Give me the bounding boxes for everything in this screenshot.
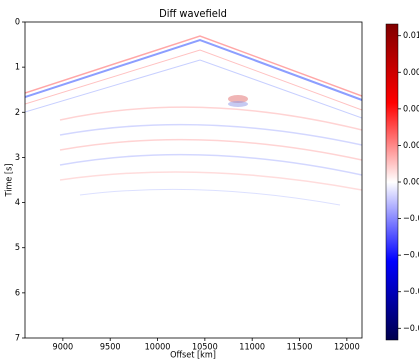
y-tick-label: 0: [15, 18, 20, 28]
x-tick-label: 10000: [145, 343, 171, 353]
y-tick-label: 2: [15, 108, 20, 118]
x-tick-label: 9000: [53, 343, 74, 353]
colorbar-tick-label: 0.0000: [403, 178, 419, 188]
colorbar-tick-label: −0.0075: [403, 287, 419, 297]
colorbar-tick-label: −0.0025: [403, 214, 419, 224]
y-tick-label: 3: [15, 153, 20, 163]
x-tick-label: 11000: [239, 343, 265, 353]
x-tick-label: 10500: [192, 343, 218, 353]
chart-title: Diff wavefield: [159, 7, 227, 20]
y-axis-label: Time [s]: [5, 164, 15, 198]
y-tick-label: 5: [15, 243, 20, 253]
x-tick-label: 11500: [287, 343, 313, 353]
wavefield-image: [25, 35, 362, 206]
x-tick-label: 9500: [100, 343, 121, 353]
colorbar-tick-label: 0.0025: [403, 141, 419, 151]
colorbar-tick-label: −0.0050: [403, 251, 419, 261]
colorbar-tick-label: 0.0050: [403, 104, 419, 114]
colorbar-tick-label: 0.0075: [403, 68, 419, 78]
y-tick-label: 7: [15, 334, 20, 344]
y-tick-label: 6: [15, 288, 20, 298]
y-tick-label: 1: [15, 63, 20, 73]
x-tick-label: 12000: [334, 343, 360, 353]
plot-frame: [24, 21, 363, 339]
colorbar: [385, 23, 399, 341]
x-axis-label: Offset [km]: [170, 351, 216, 361]
y-tick-label: 4: [15, 198, 20, 208]
